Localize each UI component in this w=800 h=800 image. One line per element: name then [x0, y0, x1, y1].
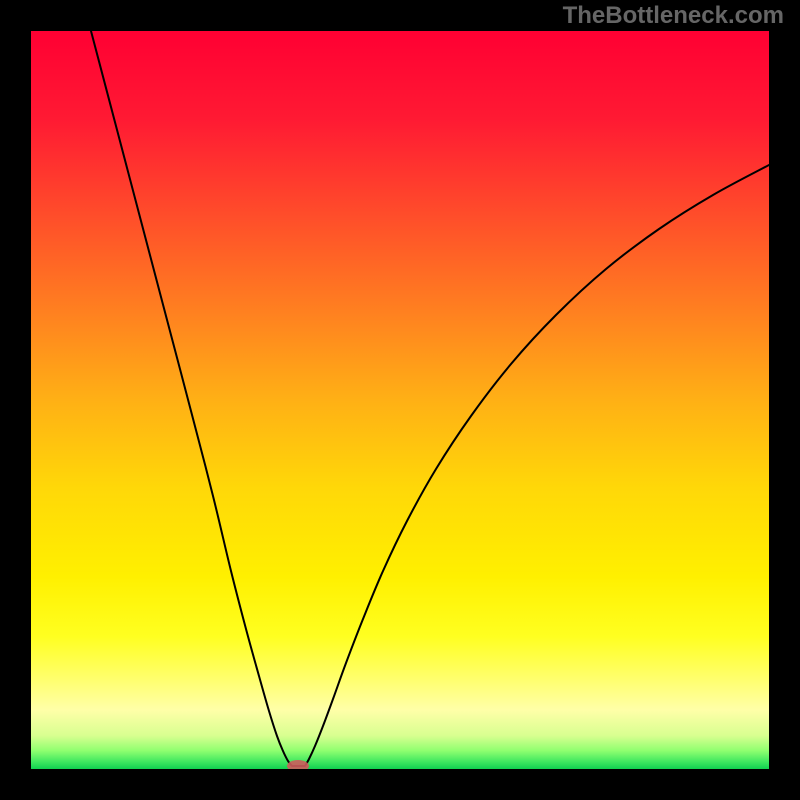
watermark-text: TheBottleneck.com: [563, 2, 784, 30]
chart-svg: [31, 31, 769, 769]
gradient-background: [31, 31, 769, 769]
chart-frame: TheBottleneck.com: [0, 0, 800, 800]
plot-area: [31, 31, 769, 769]
